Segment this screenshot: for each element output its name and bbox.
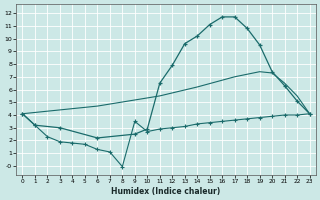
X-axis label: Humidex (Indice chaleur): Humidex (Indice chaleur) bbox=[111, 187, 221, 196]
